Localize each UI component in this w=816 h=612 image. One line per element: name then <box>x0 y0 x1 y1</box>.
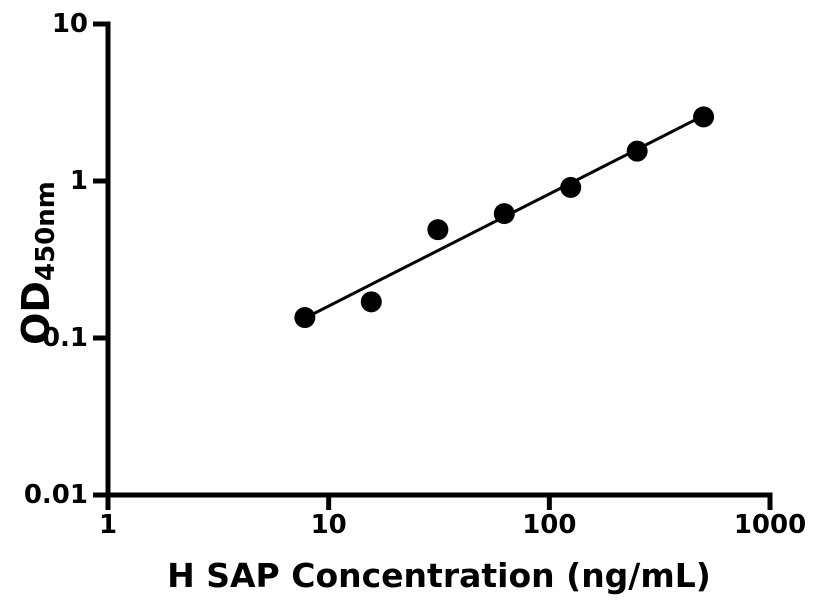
data-point <box>693 106 715 128</box>
data-point <box>360 291 382 313</box>
x-axis-title: H SAP Concentration (ng/mL) <box>167 556 711 595</box>
data-point <box>560 176 582 198</box>
x-tick-label: 1000 <box>733 510 807 540</box>
x-tick-label: 100 <box>522 510 577 540</box>
y-tick-label: 10 <box>51 9 88 39</box>
data-point <box>626 140 648 162</box>
y-axis-title: OD450nm <box>14 181 61 345</box>
y-tick-label: 1 <box>69 166 88 196</box>
data-point <box>294 307 316 329</box>
y-axis-title-subscript: 450nm <box>31 181 61 282</box>
data-point <box>427 219 449 241</box>
x-tick-label: 10 <box>310 510 347 540</box>
data-point <box>493 203 515 225</box>
y-tick-label: 0.01 <box>23 480 88 510</box>
x-tick-label: 1 <box>98 510 118 540</box>
y-tick-label: 0.1 <box>41 323 88 353</box>
